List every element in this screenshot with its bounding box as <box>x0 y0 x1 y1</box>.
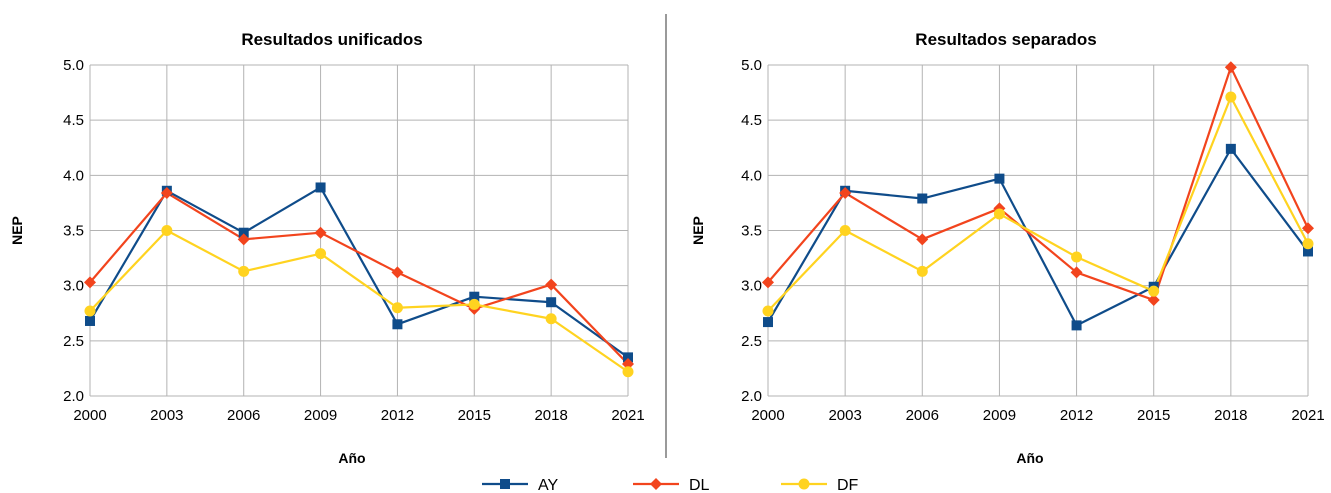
series-line-ay <box>767 147 1309 327</box>
x-tick-label: 2003 <box>150 407 183 424</box>
x-tick-label: 2018 <box>1214 407 1247 424</box>
y-tick-label: 2.0 <box>741 388 762 405</box>
y-tick-label: 5.0 <box>741 57 762 74</box>
legend-item-ay: AY <box>482 477 558 493</box>
data-point-dl <box>391 266 404 279</box>
data-point-dl <box>84 276 96 289</box>
y-tick-label: 3.5 <box>741 223 762 240</box>
data-point-df <box>993 208 1005 220</box>
y-axis-title: NEP <box>690 216 706 245</box>
y-tick-label: 2.5 <box>741 333 762 350</box>
legend-label: DL <box>689 477 710 493</box>
y-tick-label: 3.5 <box>63 223 84 240</box>
x-tick-label: 2003 <box>828 407 861 424</box>
data-point-df <box>161 225 173 236</box>
data-point-df <box>622 366 634 378</box>
legend: AY DL DF <box>482 477 859 493</box>
data-point-ay <box>623 352 633 363</box>
x-tick-label: 2006 <box>227 407 260 424</box>
data-point-ay <box>1303 246 1313 257</box>
series-line-dl <box>767 66 1309 302</box>
data-point-dl <box>160 186 173 199</box>
data-point-df <box>1225 91 1237 103</box>
y-tick-label: 4.0 <box>741 167 762 184</box>
data-point-ay <box>315 182 326 193</box>
data-point-dl <box>622 358 634 371</box>
data-point-ay <box>994 173 1005 184</box>
y-tick-label: 3.0 <box>63 278 84 295</box>
x-tick-label: 2009 <box>983 407 1016 424</box>
data-point-df <box>84 305 96 317</box>
legend-label: DF <box>837 477 859 493</box>
x-tick-label: 2012 <box>1060 407 1093 424</box>
data-point-dl <box>1070 266 1083 279</box>
data-point-df <box>238 265 250 277</box>
data-point-df <box>1071 251 1083 263</box>
series-line-dl <box>89 191 629 365</box>
x-axis-title: Año <box>1016 450 1043 466</box>
data-point-df <box>1148 285 1160 297</box>
legend-marker <box>798 478 810 490</box>
x-tick-label: 2012 <box>381 407 414 424</box>
legend-marker <box>650 478 662 490</box>
x-tick-label: 2006 <box>906 407 939 424</box>
data-point-df <box>391 302 403 314</box>
data-point-ay <box>917 193 928 204</box>
series-line-ay <box>89 186 629 359</box>
data-point-dl <box>762 276 774 289</box>
data-point-df <box>1302 238 1314 250</box>
series-line-df <box>767 95 1309 312</box>
chart-title: Resultados unificados <box>241 30 422 49</box>
data-point-ay <box>85 315 95 326</box>
x-axis-title: Año <box>338 450 365 466</box>
x-tick-label: 2021 <box>1291 407 1324 424</box>
data-point-dl <box>545 278 558 291</box>
chart-panel-separados: 2.0 2.5 3.0 3.5 4.0 4.5 5.0 2000 2003 2006 2009 201… <box>690 30 1325 466</box>
chart-title: Resultados separados <box>915 30 1096 49</box>
data-point-df <box>762 305 774 317</box>
legend-item-dl: DL <box>633 477 710 493</box>
x-tick-label: 2015 <box>458 407 491 424</box>
y-tick-label: 2.0 <box>63 388 84 405</box>
data-point-df <box>468 298 480 310</box>
legend-item-df: DF <box>781 477 859 493</box>
data-point-dl <box>1302 222 1314 235</box>
x-tick-label: 2009 <box>304 407 337 424</box>
data-point-df <box>839 225 851 236</box>
data-point-ay <box>546 297 557 308</box>
data-point-ay <box>392 319 403 330</box>
x-tick-label: 2000 <box>751 407 784 424</box>
y-tick-label: 4.5 <box>63 112 84 129</box>
y-tick-label: 4.0 <box>63 167 84 184</box>
data-point-ay <box>1225 143 1236 154</box>
x-tick-label: 2018 <box>534 407 567 424</box>
x-tick-label: 2021 <box>611 407 644 424</box>
data-point-dl <box>1224 61 1237 74</box>
data-point-dl <box>314 226 327 239</box>
data-point-dl <box>237 233 250 246</box>
x-tick-label: 2000 <box>73 407 106 424</box>
data-point-ay <box>469 291 480 302</box>
y-tick-label: 4.5 <box>741 112 762 129</box>
data-point-dl <box>839 186 852 199</box>
y-tick-label: 5.0 <box>63 57 84 74</box>
y-tick-label: 2.5 <box>63 333 84 350</box>
data-point-df <box>315 248 327 260</box>
data-point-dl <box>916 233 929 246</box>
data-point-ay <box>763 317 773 328</box>
series-line-df <box>89 229 629 373</box>
chart-panel-unificados: 2.0 2.5 3.0 3.5 4.0 4.5 5.0 2000 2003 2006 2009 201… <box>9 30 645 466</box>
y-tick-label: 3.0 <box>741 278 762 295</box>
data-point-dl <box>1147 294 1160 307</box>
legend-marker <box>500 479 510 489</box>
data-point-df <box>545 313 557 325</box>
y-axis-title: NEP <box>9 216 25 245</box>
data-point-ay <box>238 227 249 238</box>
data-point-ay <box>1071 320 1082 331</box>
legend-label: AY <box>538 477 558 493</box>
x-tick-label: 2015 <box>1137 407 1170 424</box>
data-point-df <box>916 265 928 277</box>
